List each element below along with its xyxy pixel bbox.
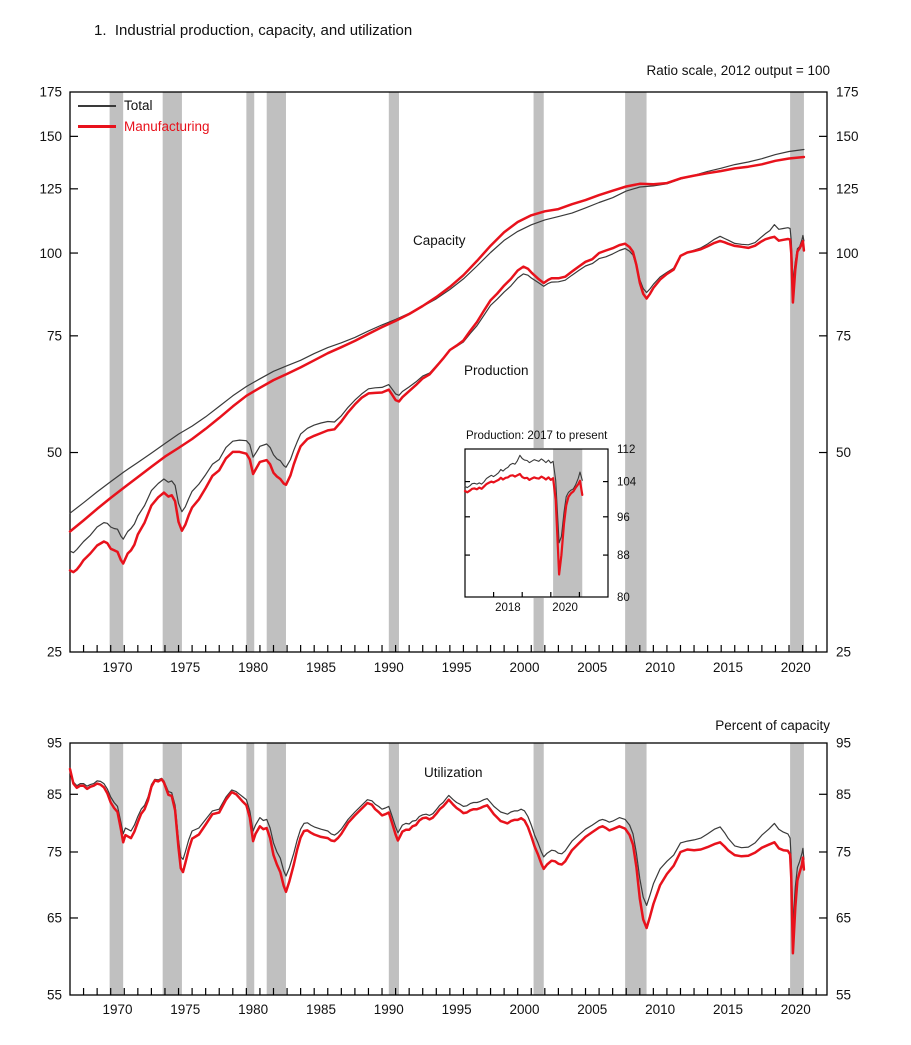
recession-band <box>162 92 182 652</box>
y-tick-label-right: 96 <box>617 512 630 524</box>
x-tick-label: 2010 <box>645 1002 675 1017</box>
y-tick-label-left: 75 <box>47 845 62 860</box>
y-tick-label-right: 75 <box>836 845 851 860</box>
recession-band <box>533 743 544 995</box>
y-tick-label-left: 100 <box>39 246 62 261</box>
x-tick-label: 2020 <box>781 660 811 675</box>
y-tick-label-right: 55 <box>836 988 851 1003</box>
y-tick-label-right: 150 <box>836 129 859 144</box>
x-tick-label: 2020 <box>552 602 578 614</box>
utilization-annotation: Utilization <box>424 765 483 780</box>
production_inset-background <box>464 448 609 598</box>
y-tick-label-left: 125 <box>39 182 62 197</box>
x-tick-label: 2018 <box>495 602 521 614</box>
y-tick-label-right: 50 <box>836 445 851 460</box>
y-tick-label-right: 75 <box>836 329 851 344</box>
production_capacity-frame <box>69 91 828 653</box>
y-tick-label-right: 100 <box>836 246 859 261</box>
x-tick-label: 2005 <box>577 660 607 675</box>
y-tick-label-right: 65 <box>836 911 851 926</box>
series-capacity_manufacturing <box>68 155 806 533</box>
x-tick-label: 1990 <box>374 1002 404 1017</box>
y-tick-label-right: 175 <box>836 85 859 100</box>
y-tick-label-right: 25 <box>836 645 851 660</box>
x-tick-label: 1975 <box>170 660 200 675</box>
recession-band <box>266 743 286 995</box>
recession-band <box>533 92 544 652</box>
y-tick-label-left: 175 <box>39 85 62 100</box>
percent-of-capacity-note: Percent of capacity <box>715 718 830 733</box>
x-tick-label: 1995 <box>442 1002 472 1017</box>
utilization-frame <box>69 742 828 996</box>
production_inset-frame <box>464 448 609 598</box>
y-tick-label-left: 95 <box>47 736 62 751</box>
recession-band <box>388 92 399 652</box>
x-tick-label: 2020 <box>781 1002 811 1017</box>
production-annotation: Production <box>464 363 529 378</box>
recession-band <box>246 92 255 652</box>
recession-band <box>109 92 124 652</box>
ratio-scale-note: Ratio scale, 2012 output = 100 <box>646 63 830 78</box>
total-line-swatch <box>78 104 116 107</box>
series-production_manufacturing <box>68 235 806 574</box>
x-tick-label: 1975 <box>170 1002 200 1017</box>
y-tick-label-right: 112 <box>617 444 635 456</box>
x-tick-label: 1980 <box>238 660 268 675</box>
recession-band <box>266 92 286 652</box>
inset-title: Production: 2017 to present <box>466 430 608 442</box>
series-inset_production_manufacturing <box>463 472 584 576</box>
recession-band <box>388 743 399 995</box>
x-tick-label: 1990 <box>374 660 404 675</box>
x-tick-label: 1980 <box>238 1002 268 1017</box>
legend-item-total: Total <box>78 95 210 116</box>
recession-band <box>790 92 804 652</box>
recession-band <box>246 743 255 995</box>
series-inset_production_total <box>464 454 583 544</box>
x-tick-label: 1995 <box>442 660 472 675</box>
legend-label-total: Total <box>124 97 153 113</box>
capacity-annotation: Capacity <box>413 233 466 248</box>
x-tick-label: 2015 <box>713 1002 743 1017</box>
recession-band <box>109 743 124 995</box>
y-tick-label-left: 75 <box>47 329 62 344</box>
x-tick-label: 1985 <box>306 660 336 675</box>
y-tick-label-right: 104 <box>617 477 637 489</box>
manufacturing-line-swatch <box>78 125 116 128</box>
x-tick-label: 2000 <box>509 660 539 675</box>
y-tick-label-left: 150 <box>39 129 62 144</box>
x-tick-label: 1985 <box>306 1002 336 1017</box>
y-tick-label-right: 80 <box>617 592 630 604</box>
y-tick-label-left: 55 <box>47 988 62 1003</box>
y-tick-label-left: 85 <box>47 787 62 802</box>
x-tick-label: 2000 <box>509 1002 539 1017</box>
x-tick-label: 1970 <box>102 1002 132 1017</box>
y-tick-label-left: 50 <box>47 445 62 460</box>
recession-band <box>625 92 647 652</box>
y-tick-label-right: 95 <box>836 736 851 751</box>
legend: Total Manufacturing <box>78 95 210 137</box>
y-tick-label-left: 25 <box>47 645 62 660</box>
figure-title: 1. Industrial production, capacity, and … <box>94 22 413 39</box>
x-tick-label: 2015 <box>713 660 743 675</box>
series-utilization_manufacturing <box>68 767 806 955</box>
x-tick-label: 1970 <box>102 660 132 675</box>
x-tick-label: 2010 <box>645 660 675 675</box>
series-production_total <box>69 224 805 554</box>
recession-band <box>162 743 182 995</box>
x-tick-label: 2005 <box>577 1002 607 1017</box>
y-tick-label-right: 88 <box>617 550 630 562</box>
legend-item-manufacturing: Manufacturing <box>78 116 210 137</box>
y-tick-label-left: 65 <box>47 911 62 926</box>
y-tick-label-right: 85 <box>836 787 851 802</box>
legend-label-manufacturing: Manufacturing <box>124 118 210 134</box>
y-tick-label-right: 125 <box>836 182 859 197</box>
